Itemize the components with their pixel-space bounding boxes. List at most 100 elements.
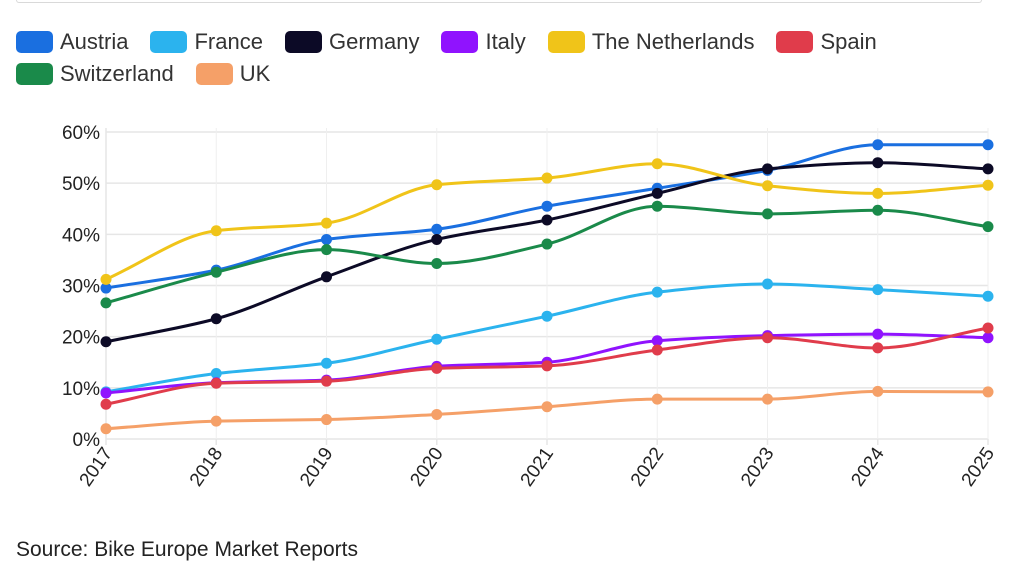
data-point-uk-2021 bbox=[541, 401, 553, 413]
data-point-spain-2023 bbox=[762, 332, 773, 344]
data-point-austria-2019 bbox=[321, 233, 332, 245]
y-tick-label: 60% bbox=[62, 123, 100, 144]
data-point-switzerland-2019 bbox=[321, 244, 332, 256]
legend-item-uk[interactable]: UK bbox=[195, 61, 271, 87]
data-point-austria-2017 bbox=[100, 282, 112, 294]
data-point-spain-2022 bbox=[651, 344, 663, 356]
y-tick-label: 10% bbox=[62, 379, 100, 400]
data-point-uk-2019 bbox=[321, 414, 332, 426]
data-point-italy-2017 bbox=[100, 387, 112, 399]
data-point-france-2021 bbox=[541, 310, 553, 322]
data-point-germany-2022 bbox=[651, 187, 663, 199]
data-point-germany-2017 bbox=[100, 336, 112, 348]
data-point-uk-2025 bbox=[982, 386, 994, 398]
y-tick-label: 50% bbox=[62, 174, 100, 195]
data-point-uk-2017 bbox=[100, 423, 112, 435]
legend-label-germany: Germany bbox=[328, 29, 420, 54]
data-point-spain-2017 bbox=[100, 398, 112, 410]
legend-label-netherlands: The Netherlands bbox=[591, 29, 755, 54]
data-point-france-2018 bbox=[210, 368, 222, 380]
data-point-italy-2024 bbox=[872, 328, 884, 340]
data-point-germany-2023 bbox=[762, 163, 773, 175]
data-point-austria-2020 bbox=[431, 223, 443, 235]
data-point-germany-2018 bbox=[210, 313, 222, 325]
legend-row-1: Austria France Germany Italy The Netherl… bbox=[16, 26, 1006, 58]
data-point-france-2022 bbox=[651, 286, 663, 298]
data-point-the-netherlands-2017 bbox=[100, 273, 112, 285]
data-point-italy-2022 bbox=[651, 335, 663, 347]
data-point-uk-2022 bbox=[651, 393, 663, 405]
x-tick-label: 2018 bbox=[186, 444, 227, 491]
legend-item-netherlands[interactable]: The Netherlands bbox=[547, 29, 755, 55]
data-point-spain-2020 bbox=[431, 362, 443, 374]
data-point-switzerland-2020 bbox=[431, 257, 443, 269]
data-point-germany-2025 bbox=[982, 163, 994, 175]
x-tick-label: 2023 bbox=[737, 444, 778, 491]
data-point-the-netherlands-2018 bbox=[210, 225, 222, 237]
legend-label-austria: Austria bbox=[60, 29, 129, 54]
legend-item-austria[interactable]: Austria bbox=[16, 29, 128, 55]
source-note: Source: Bike Europe Market Reports bbox=[16, 538, 358, 561]
data-point-the-netherlands-2024 bbox=[872, 187, 884, 199]
data-point-austria-2021 bbox=[541, 200, 553, 212]
data-point-switzerland-2022 bbox=[651, 200, 663, 212]
x-tick-label: 2025 bbox=[958, 444, 999, 491]
data-point-france-2024 bbox=[872, 284, 884, 296]
data-point-germany-2021 bbox=[541, 214, 553, 226]
legend-label-france: France bbox=[194, 29, 263, 54]
legend-label-spain: Spain bbox=[820, 29, 877, 54]
legend-label-switzerland: Switzerland bbox=[60, 61, 174, 86]
legend-item-france[interactable]: France bbox=[150, 29, 263, 55]
legend-item-italy[interactable]: Italy bbox=[441, 29, 526, 55]
data-point-uk-2024 bbox=[872, 385, 884, 397]
legend-item-switzerland[interactable]: Switzerland bbox=[16, 61, 174, 87]
legend-item-germany[interactable]: Germany bbox=[284, 29, 420, 55]
legend-swatch-germany bbox=[284, 31, 322, 53]
data-point-france-2025 bbox=[982, 290, 994, 302]
legend-swatch-spain bbox=[776, 31, 814, 53]
data-point-switzerland-2025 bbox=[982, 221, 994, 233]
data-point-france-2020 bbox=[431, 333, 443, 345]
x-tick-label: 2021 bbox=[517, 444, 558, 491]
y-tick-label: 40% bbox=[62, 225, 100, 246]
x-tick-label: 2020 bbox=[406, 444, 447, 491]
legend-swatch-austria bbox=[16, 31, 53, 53]
legend-swatch-switzerland bbox=[16, 63, 53, 85]
y-tick-label: 0% bbox=[73, 430, 101, 451]
data-point-italy-2025 bbox=[982, 332, 994, 344]
data-point-the-netherlands-2025 bbox=[982, 179, 994, 191]
legend-swatch-netherlands bbox=[547, 31, 585, 53]
data-point-uk-2020 bbox=[431, 408, 443, 420]
data-point-the-netherlands-2023 bbox=[762, 180, 773, 192]
data-point-france-2019 bbox=[321, 357, 332, 369]
data-point-switzerland-2017 bbox=[100, 297, 112, 309]
y-tick-label: 20% bbox=[62, 328, 100, 349]
data-point-the-netherlands-2019 bbox=[321, 217, 332, 229]
x-tick-label: 2024 bbox=[847, 443, 889, 490]
data-point-spain-2018 bbox=[210, 377, 222, 389]
data-point-austria-2025 bbox=[982, 139, 994, 151]
x-tick-label: 2022 bbox=[627, 444, 668, 491]
data-point-uk-2023 bbox=[762, 393, 773, 405]
x-tick-label: 2019 bbox=[296, 444, 337, 491]
legend-item-spain[interactable]: Spain bbox=[776, 29, 877, 55]
chart-legend: Austria France Germany Italy The Netherl… bbox=[16, 26, 1006, 90]
data-point-switzerland-2021 bbox=[541, 238, 553, 250]
legend-swatch-italy bbox=[441, 31, 479, 53]
data-point-spain-2019 bbox=[321, 375, 332, 387]
data-point-the-netherlands-2021 bbox=[541, 172, 553, 184]
legend-swatch-france bbox=[150, 31, 188, 53]
legend-row-2: Switzerland UK bbox=[16, 58, 1006, 90]
data-point-spain-2025 bbox=[982, 322, 994, 334]
data-point-germany-2020 bbox=[431, 233, 443, 245]
data-point-austria-2024 bbox=[872, 139, 884, 151]
data-point-germany-2024 bbox=[872, 157, 884, 169]
data-point-uk-2018 bbox=[210, 415, 222, 427]
data-point-switzerland-2018 bbox=[210, 266, 222, 278]
data-point-the-netherlands-2020 bbox=[431, 179, 443, 191]
data-point-switzerland-2023 bbox=[762, 208, 773, 220]
data-point-spain-2024 bbox=[872, 342, 884, 354]
y-tick-label: 30% bbox=[62, 277, 100, 298]
legend-label-uk: UK bbox=[239, 61, 271, 86]
